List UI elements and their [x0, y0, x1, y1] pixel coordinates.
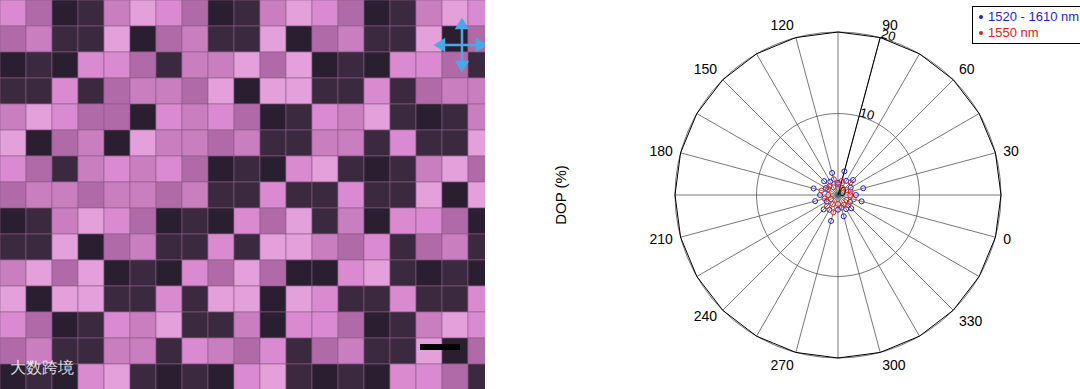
svg-text:60: 60: [959, 61, 975, 77]
svg-text:20: 20: [879, 26, 897, 44]
svg-text:0: 0: [1003, 231, 1011, 247]
svg-text:30: 30: [1003, 143, 1019, 159]
svg-text:150: 150: [694, 61, 718, 77]
html-text:1550 nm: 1550 nm: [988, 25, 1039, 40]
svg-text:90: 90: [882, 16, 898, 33]
svg-text:330: 330: [959, 313, 983, 329]
html-text:DOP (%): DOP (%): [551, 165, 569, 225]
html-text:大数跨境: 大数跨境: [10, 358, 74, 377]
svg-text:0: 0: [837, 183, 849, 200]
svg-text:240: 240: [694, 308, 718, 324]
svg-text:270: 270: [770, 357, 794, 373]
html-text:1520 - 1610 nm: 1520 - 1610 nm: [988, 9, 1080, 24]
svg-text:300: 300: [882, 357, 906, 373]
svg-text:180: 180: [649, 143, 673, 159]
svg-text:210: 210: [649, 231, 673, 247]
svg-text:10: 10: [858, 105, 876, 123]
svg-text:120: 120: [770, 17, 794, 33]
